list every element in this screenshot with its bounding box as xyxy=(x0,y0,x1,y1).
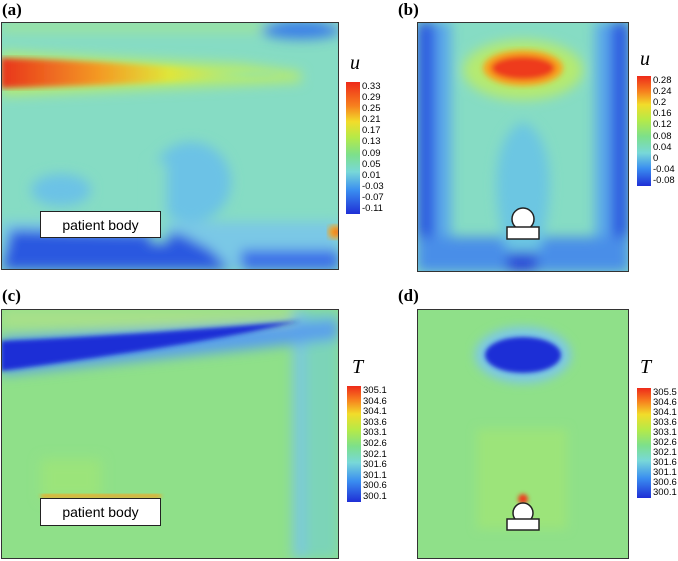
colorbar-tick-label: 300.6 xyxy=(653,477,677,488)
colorbar-tick-label: -0.03 xyxy=(362,180,384,192)
colorbar-title-a: u xyxy=(350,52,360,74)
colorbar-tick-label: 304.6 xyxy=(653,397,677,408)
colorbar-tick-label: 0.2 xyxy=(653,97,667,109)
panel-label-a: (a) xyxy=(2,0,22,19)
panel-label-c: (c) xyxy=(2,286,21,305)
colorbar-tick-label: 300.6 xyxy=(363,480,387,492)
colorbar-title-b: u xyxy=(640,48,650,70)
colorbar-tick-label: 301.6 xyxy=(363,459,387,471)
patient-body-front-d xyxy=(506,502,540,531)
colorbar-title-c: T xyxy=(352,356,364,378)
panel-label-b: (b) xyxy=(398,0,419,19)
colorbar-tick-label: -0.11 xyxy=(362,203,383,214)
colorbar-title-d: T xyxy=(640,356,652,378)
colorbar-tick-label: 0.29 xyxy=(362,92,381,104)
colorbar-tick-label: 302.1 xyxy=(653,447,677,458)
colorbar-tick-label: 303.1 xyxy=(653,427,677,438)
colorbar-tick-label: 301.6 xyxy=(653,457,677,468)
velocity-field-front-view xyxy=(417,22,629,272)
colorbar-tick-label: 0.28 xyxy=(653,75,672,86)
colorbar-tick-label: 302.1 xyxy=(363,448,387,460)
colorbar-tick-label: 301.1 xyxy=(653,467,677,478)
panel-label-d: (d) xyxy=(398,286,419,305)
patient-body-front-b xyxy=(506,207,540,240)
colorbar-tick-label: 302.6 xyxy=(653,437,677,448)
temperature-field-side-view xyxy=(1,309,339,559)
colorbar-tick-label: 302.6 xyxy=(363,438,387,449)
colorbar-tick-label: 0.08 xyxy=(653,130,672,142)
colorbar-tick-label: 304.1 xyxy=(363,406,387,418)
colorbar-tick-label: 0.33 xyxy=(362,81,381,92)
colorbar-tick-label: 0.12 xyxy=(653,119,672,131)
colorbar-tick-label: -0.07 xyxy=(362,191,384,203)
colorbar-tick-label: 0.24 xyxy=(653,86,672,98)
colorbar-tick-label: 0.16 xyxy=(653,108,672,120)
colorbar-b xyxy=(637,76,651,186)
colorbar-d xyxy=(637,388,651,498)
colorbar-tick-label: 0.21 xyxy=(362,114,381,126)
colorbar-tick-label: 303.1 xyxy=(363,427,387,439)
colorbar-tick-label: -0.08 xyxy=(653,175,675,186)
colorbar-tick-label: 301.1 xyxy=(363,469,387,481)
colorbar-tick-label: 300.1 xyxy=(653,487,677,498)
colorbar-tick-label: 0.05 xyxy=(362,158,381,170)
colorbar-tick-label: 0.17 xyxy=(362,125,381,137)
patient-body-box-c: patient body xyxy=(40,498,161,526)
colorbar-tick-label: -0.04 xyxy=(653,163,675,175)
colorbar-tick-label: 0.13 xyxy=(362,136,381,148)
colorbar-tick-label: 0.09 xyxy=(362,147,381,159)
colorbar-tick-label: 0.25 xyxy=(362,103,381,115)
colorbar-tick-label: 304.1 xyxy=(653,407,677,418)
colorbar-tick-label: 303.6 xyxy=(363,416,387,428)
colorbar-c xyxy=(347,386,361,502)
colorbar-tick-label: 300.1 xyxy=(363,491,387,502)
colorbar-tick-label: 305.5 xyxy=(653,387,677,398)
temperature-field-front-view xyxy=(417,309,629,559)
velocity-field-side-view xyxy=(1,22,339,270)
colorbar-tick-label: 0 xyxy=(653,152,659,164)
colorbar-tick-label: 305.1 xyxy=(363,385,387,396)
colorbar-tick-label: 304.6 xyxy=(363,395,387,407)
colorbar-tick-label: 303.6 xyxy=(653,417,677,428)
colorbar-a xyxy=(346,82,360,214)
patient-body-box-a: patient body xyxy=(40,211,161,238)
colorbar-tick-label: 0.04 xyxy=(653,141,672,153)
colorbar-tick-label: 0.01 xyxy=(362,169,381,181)
